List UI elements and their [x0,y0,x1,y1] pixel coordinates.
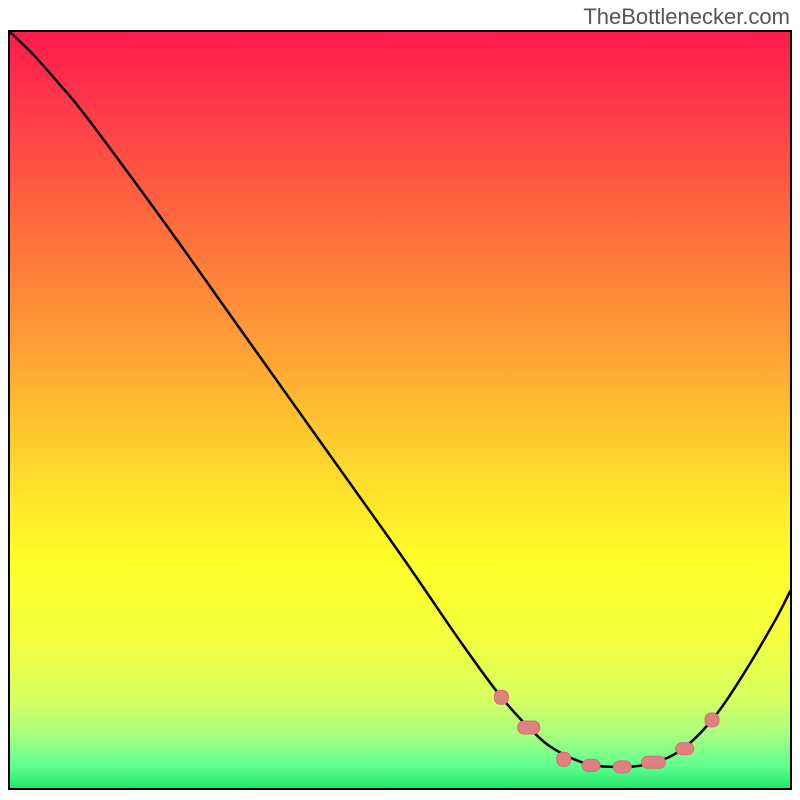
data-marker [642,756,666,768]
data-marker [705,713,719,727]
data-marker [494,690,508,704]
bottleneck-chart [8,30,792,790]
data-marker [557,752,571,766]
data-marker [582,759,600,771]
data-marker [676,743,694,755]
chart-svg [8,30,792,790]
watermark-text: TheBottlenecker.com [583,4,790,30]
data-marker [613,761,631,773]
data-marker [518,721,540,734]
